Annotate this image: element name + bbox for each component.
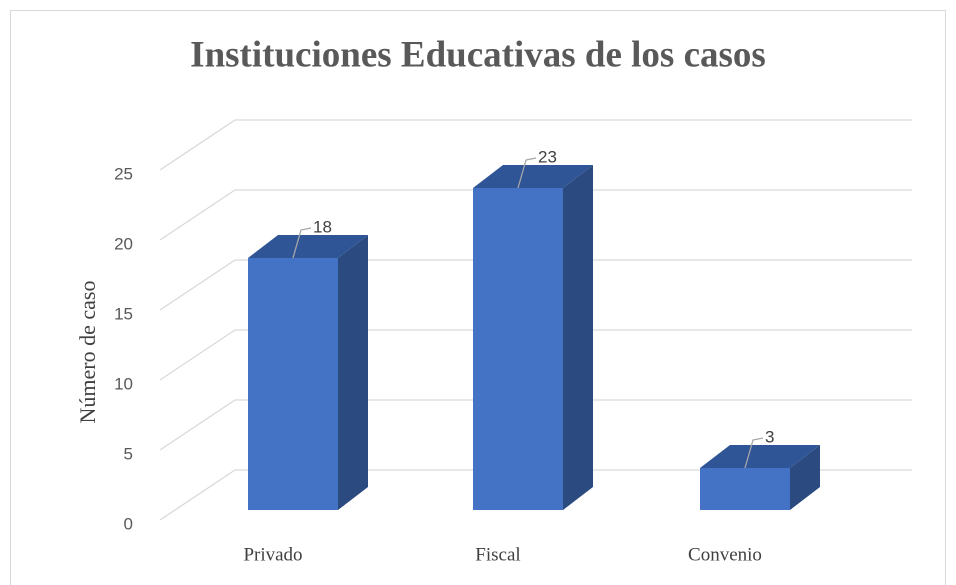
y-tick-label: 0	[124, 514, 133, 533]
value-label: 23	[538, 147, 557, 166]
leader-line	[517, 157, 537, 189]
bar-top	[248, 235, 368, 258]
leader-line	[292, 227, 312, 259]
bar-top	[700, 445, 820, 468]
x-tick-label: Privado	[243, 544, 302, 565]
y-tick-label: 20	[114, 234, 133, 253]
leader-line	[744, 437, 764, 469]
bar-side	[790, 445, 820, 510]
y-tick-label: 15	[114, 304, 133, 323]
chart-title: Instituciones Educativas de los casos	[190, 34, 766, 75]
x-tick-label: Fiscal	[475, 544, 520, 565]
bar	[473, 188, 563, 510]
y-tick-label: 25	[114, 164, 133, 183]
bar	[700, 468, 790, 510]
bar-side	[563, 165, 593, 510]
bar-side	[338, 235, 368, 510]
grid-line	[159, 119, 912, 171]
grid-line	[159, 259, 912, 311]
y-axis-label: Número de caso	[75, 281, 100, 424]
grid-line	[159, 189, 912, 241]
bar	[248, 258, 338, 510]
x-tick-label: Convenio	[688, 544, 762, 565]
grid-line	[159, 399, 912, 451]
value-label: 18	[313, 217, 332, 236]
grid-line	[159, 329, 912, 381]
bar-top	[473, 165, 593, 188]
grid-line	[159, 469, 912, 521]
value-label: 3	[765, 427, 774, 446]
y-tick-label: 10	[114, 374, 133, 393]
y-tick-label: 5	[124, 444, 133, 463]
